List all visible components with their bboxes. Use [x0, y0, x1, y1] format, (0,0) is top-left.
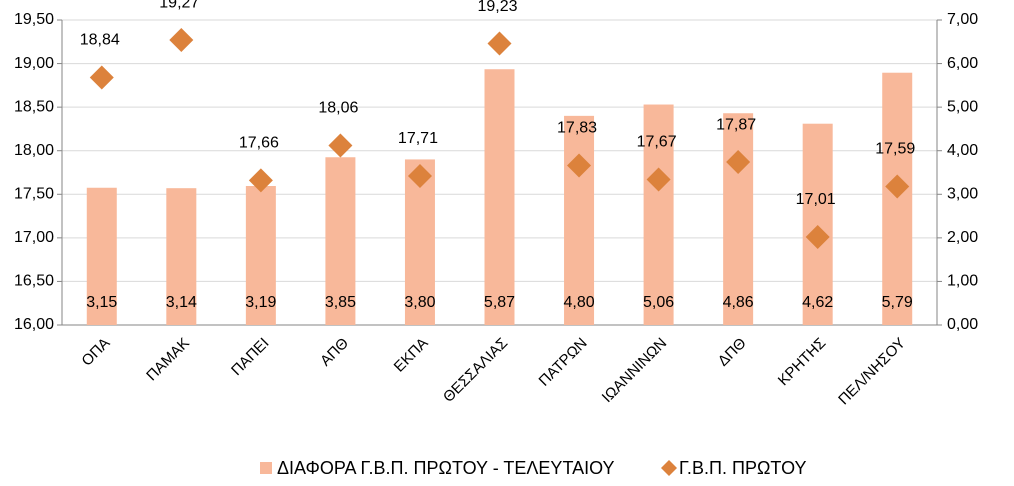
legend-label: ΔΙΑΦΟΡΑ Γ.Β.Π. ΠΡΩΤΟΥ - ΤΕΛΕΥΤΑΙΟΥ — [277, 458, 615, 478]
bar — [166, 188, 197, 325]
marker-value-label: 17,71 — [398, 130, 438, 147]
x-tick-label: ΕΚΠΑ — [391, 335, 432, 376]
y2-tick-label: 4,00 — [947, 142, 978, 159]
diamond-marker — [89, 65, 114, 90]
diamond-marker — [885, 174, 910, 199]
x-tick-label: ΠΑΤΡΩΝ — [536, 335, 591, 390]
bar — [643, 104, 674, 326]
diamond-marker — [487, 31, 512, 56]
bar — [723, 113, 754, 325]
bar — [245, 186, 276, 325]
y2-tick-label: 2,00 — [947, 229, 978, 246]
bar-value-label: 3,19 — [245, 294, 276, 311]
legend-label: Γ.Β.Π. ΠΡΩΤΟΥ — [679, 458, 807, 478]
bar — [564, 115, 595, 325]
bar-value-label: 3,15 — [86, 294, 117, 311]
marker-value-label: 17,67 — [637, 134, 677, 151]
marker-value-label: 18,06 — [318, 100, 358, 117]
bar — [86, 187, 117, 325]
y2-tick-label: 6,00 — [947, 55, 978, 72]
diamond-marker — [248, 168, 273, 193]
x-tick-label: ΑΠΘ — [317, 335, 352, 370]
marker-value-label: 17,87 — [716, 116, 756, 133]
diamond-marker — [328, 133, 353, 158]
x-tick-label: ΘΕΣΣΑΛΙΑΣ — [440, 335, 511, 406]
x-tick-label: ΠΕΛ/ΝΗΣΟΥ — [835, 335, 909, 409]
y-tick-label: 18,50 — [14, 98, 54, 115]
marker-value-label: 17,83 — [557, 120, 597, 137]
bar-value-label: 4,80 — [563, 294, 594, 311]
bar — [802, 123, 833, 325]
diamond-marker — [169, 28, 194, 53]
marker-value-label: 19,23 — [477, 0, 517, 15]
x-tick-label: ΠΑΜΑΚ — [143, 335, 193, 385]
diamond-marker — [407, 163, 432, 188]
bar — [882, 72, 913, 325]
bar-value-label: 4,86 — [723, 294, 754, 311]
y-tick-label: 16,00 — [14, 316, 54, 333]
x-tick-label: ΙΩΑΝΝΙΝΩΝ — [599, 335, 670, 406]
diamond-marker — [726, 150, 751, 175]
x-tick-label: ΠΑΠΕΙ — [228, 335, 272, 379]
y2-tick-label: 1,00 — [947, 273, 978, 290]
marker-value-label: 17,66 — [239, 135, 279, 152]
bar — [484, 69, 515, 325]
bar — [325, 157, 356, 325]
y2-tick-label: 7,00 — [947, 11, 978, 28]
marker-value-label: 18,84 — [80, 32, 120, 49]
bar-value-label: 3,14 — [166, 294, 197, 311]
x-tick-label: ΔΠΘ — [715, 335, 750, 370]
bar-value-label: 5,06 — [643, 294, 674, 311]
legend-swatch — [260, 462, 272, 474]
diamond-marker — [646, 167, 671, 192]
bar-value-label: 5,79 — [882, 294, 913, 311]
x-tick-label: ΚΡΗΤΗΣ — [775, 335, 830, 390]
marker-value-label: 17,59 — [875, 141, 915, 158]
x-tick-label: ΟΠΑ — [78, 335, 113, 370]
bar-value-label: 3,80 — [404, 294, 435, 311]
y-tick-label: 16,50 — [14, 273, 54, 290]
diamond-marker — [567, 153, 592, 178]
y-tick-label: 17,00 — [14, 229, 54, 246]
y-tick-label: 19,00 — [14, 55, 54, 72]
marker-value-label: 19,27 — [159, 0, 199, 11]
bar-value-label: 4,62 — [802, 294, 833, 311]
y2-tick-label: 0,00 — [947, 316, 978, 333]
y-tick-label: 19,50 — [14, 11, 54, 28]
diamond-marker — [805, 224, 830, 249]
y2-tick-label: 3,00 — [947, 186, 978, 203]
y2-tick-label: 5,00 — [947, 98, 978, 115]
marker-value-label: 17,01 — [796, 191, 836, 208]
y-tick-label: 18,00 — [14, 142, 54, 159]
bar-value-label: 3,85 — [325, 294, 356, 311]
y-tick-label: 17,50 — [14, 186, 54, 203]
bar-value-label: 5,87 — [484, 294, 515, 311]
legend-swatch — [661, 460, 677, 476]
